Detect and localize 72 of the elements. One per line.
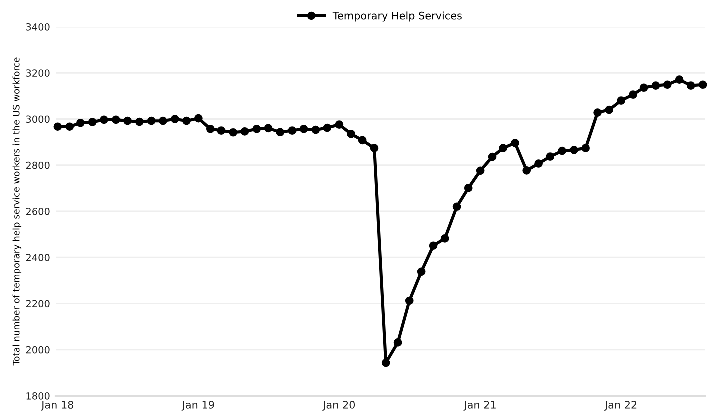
point xyxy=(264,124,273,133)
point xyxy=(300,125,308,134)
point xyxy=(323,124,332,132)
point xyxy=(358,136,367,145)
point xyxy=(452,202,462,212)
point xyxy=(594,108,602,117)
x-tick-label: Jan 19 xyxy=(182,401,214,411)
point xyxy=(370,144,379,152)
point xyxy=(698,80,708,90)
point xyxy=(206,125,215,134)
point xyxy=(229,128,238,137)
point xyxy=(440,234,450,243)
point xyxy=(112,116,120,124)
point xyxy=(66,122,74,132)
point xyxy=(76,119,85,128)
point xyxy=(252,125,262,134)
point xyxy=(417,268,426,276)
point xyxy=(488,152,497,162)
point xyxy=(511,139,520,148)
point xyxy=(605,106,614,114)
point xyxy=(652,82,660,90)
point xyxy=(182,116,191,126)
point xyxy=(629,90,638,99)
point xyxy=(382,358,390,368)
x-tick-label: Jan 21 xyxy=(464,401,496,411)
x-tick-label: Jan 18 xyxy=(41,401,74,411)
point xyxy=(499,144,508,152)
y-tick-label: 2800 xyxy=(26,162,50,170)
point xyxy=(675,76,684,84)
y-tick-label: 2200 xyxy=(26,300,50,308)
point xyxy=(522,166,532,175)
y-tick-label: 3000 xyxy=(26,116,50,124)
point xyxy=(476,166,485,176)
legend-label: Temporary Help Services xyxy=(332,12,462,22)
point xyxy=(100,116,108,124)
point xyxy=(194,114,203,123)
point xyxy=(312,126,320,134)
y-tick-label: 2000 xyxy=(26,346,50,354)
y-tick-label: 2600 xyxy=(26,208,50,216)
point xyxy=(335,120,344,129)
point xyxy=(640,84,648,92)
point xyxy=(159,116,168,126)
point xyxy=(405,296,414,306)
point xyxy=(663,80,672,90)
y-tick-label: 3400 xyxy=(26,23,50,31)
point xyxy=(288,126,297,135)
point xyxy=(136,118,144,126)
point xyxy=(54,122,62,132)
y-tick-label: 3200 xyxy=(26,70,50,77)
point xyxy=(240,128,250,136)
point xyxy=(124,116,132,126)
y-tick-label: 1800 xyxy=(26,392,50,400)
point xyxy=(276,128,285,137)
point xyxy=(170,115,180,124)
point xyxy=(217,126,226,135)
point xyxy=(429,242,438,250)
y-axis-title: Total number of temporary help service workers in the US workforce xyxy=(12,58,22,366)
point xyxy=(394,338,402,347)
point xyxy=(582,144,590,152)
point xyxy=(88,118,97,126)
point xyxy=(464,184,473,192)
y-tick-label: 2400 xyxy=(26,254,50,262)
point xyxy=(558,146,566,156)
x-tick-label: Jan 22 xyxy=(604,401,637,411)
point xyxy=(147,116,156,126)
x-tick-label: Jan 20 xyxy=(322,401,356,411)
point xyxy=(570,146,578,154)
point xyxy=(534,160,543,168)
point xyxy=(546,152,555,162)
point xyxy=(617,96,626,105)
point xyxy=(347,130,356,138)
point xyxy=(686,82,696,90)
